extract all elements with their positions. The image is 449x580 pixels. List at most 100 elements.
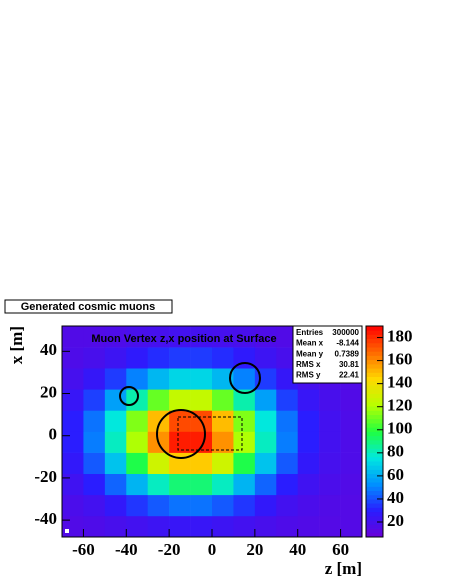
heatmap-cell: [212, 410, 234, 432]
x-tick-label: 0: [208, 540, 217, 559]
y-axis-title: x [m]: [7, 326, 26, 364]
heatmap-cell: [147, 494, 170, 517]
heatmap-cell: [190, 494, 213, 517]
circle: [156, 409, 206, 459]
heatmap-cell: [104, 326, 127, 348]
heatmap-cell: [233, 410, 256, 432]
heatmap-cell: [126, 494, 149, 517]
heatmap-cell: [169, 347, 191, 369]
panel-label: Generated cosmic muons: [21, 301, 156, 313]
colorbar-step: [366, 456, 383, 462]
heatmap-cell: [190, 368, 213, 390]
heatmap-cell: [126, 410, 149, 432]
heatmap-cell: [83, 389, 106, 411]
heatmap-cell: [319, 515, 341, 538]
heatmap-cell: [62, 452, 84, 474]
heatmap-cell: [62, 326, 84, 348]
heatmap-cell: [340, 515, 363, 538]
colorbar-step: [366, 389, 383, 394]
heatmap-cell: [233, 389, 256, 411]
heatmap-cell: [233, 452, 256, 474]
heatmap-cell: [212, 326, 234, 348]
heatmap-cell: [169, 431, 191, 453]
colorbar-step: [366, 347, 383, 352]
heatmap-cell: [276, 452, 299, 474]
x-tick-label: -40: [115, 540, 138, 559]
heatmap-cell: [104, 389, 127, 411]
heatmap-cell: [319, 473, 341, 496]
heatmap-cell: [340, 494, 363, 517]
x-tick-label: -20: [158, 540, 181, 559]
stats-label: Mean x: [296, 339, 324, 348]
x-axis-title: z [m]: [325, 559, 362, 578]
heatmap-cell: [83, 410, 106, 432]
colorbar-step: [366, 490, 383, 496]
heatmap-cell: [104, 368, 127, 390]
colorbar-step: [366, 372, 383, 378]
heatmap-cell: [126, 347, 149, 369]
heatmap-cell: [169, 515, 191, 538]
heatmap-cell: [83, 368, 106, 390]
y-tick-label: -20: [34, 467, 57, 486]
colorbar-step: [366, 507, 383, 513]
heatmap-cell: [319, 410, 341, 432]
heatmap-cell: [104, 410, 127, 432]
z-tick-label: 60: [387, 465, 404, 484]
y-tick-label: 0: [49, 425, 58, 444]
heatmap-cell: [190, 347, 213, 369]
heatmap-cell: [233, 515, 256, 538]
heatmap-cell: [276, 494, 299, 517]
heatmap-cell: [233, 431, 256, 453]
colorbar-step: [366, 448, 383, 453]
heatmap: [62, 326, 363, 538]
heatmap-cell: [83, 347, 106, 369]
stats-value: 22.41: [339, 371, 360, 380]
heatmap-cell: [190, 452, 213, 474]
colorbar-step: [366, 363, 383, 369]
colorbar-step: [366, 393, 383, 399]
colorbar-step: [366, 503, 383, 508]
heatmap-cell: [62, 368, 84, 390]
colorbar-step: [366, 418, 383, 424]
heatmap-cell: [190, 515, 213, 538]
chart-title: Muon Vertex z,x position at Surface: [91, 333, 276, 345]
colorbar-step: [366, 465, 383, 470]
heatmap-cell: [147, 389, 170, 411]
colorbar-step: [366, 326, 383, 331]
colorbar-frame: [365, 325, 384, 538]
z-tick-label: 160: [387, 349, 413, 368]
colorbar-step: [366, 423, 383, 428]
heatmap-cell: [62, 410, 84, 432]
dashed-box: [177, 416, 243, 451]
stats-value: 30.81: [339, 360, 360, 369]
heatmap-cell: [62, 431, 84, 453]
heatmap-cell: [169, 389, 191, 411]
heatmap-cell: [147, 452, 170, 474]
colorbar-step: [366, 469, 383, 475]
circle: [229, 362, 261, 394]
colorbar-step: [366, 524, 383, 529]
heatmap-cell: [169, 326, 191, 348]
heatmap-cell: [83, 431, 106, 453]
circle: [119, 386, 139, 406]
heatmap-cell: [297, 431, 320, 453]
heatmap-cell: [62, 515, 84, 538]
heatmap-cell: [126, 431, 149, 453]
heatmap-cell: [254, 389, 277, 411]
colorbar-step: [366, 355, 383, 361]
panel-box: [4, 299, 173, 314]
heatmap-cell: [126, 368, 149, 390]
z-tick-label: 180: [387, 326, 413, 345]
colorbar-step: [366, 401, 383, 407]
heatmap-cell: [169, 473, 191, 496]
heatmap-cell: [147, 347, 170, 369]
colorbar-step: [366, 511, 383, 517]
colorbar-step: [366, 515, 383, 521]
heatmap-cell: [83, 494, 106, 517]
heatmap-cell: [276, 389, 299, 411]
colorbar-step: [366, 406, 383, 411]
heatmap-cell: [126, 473, 149, 496]
heatmap-cell: [212, 368, 234, 390]
heatmap-cell: [319, 431, 341, 453]
